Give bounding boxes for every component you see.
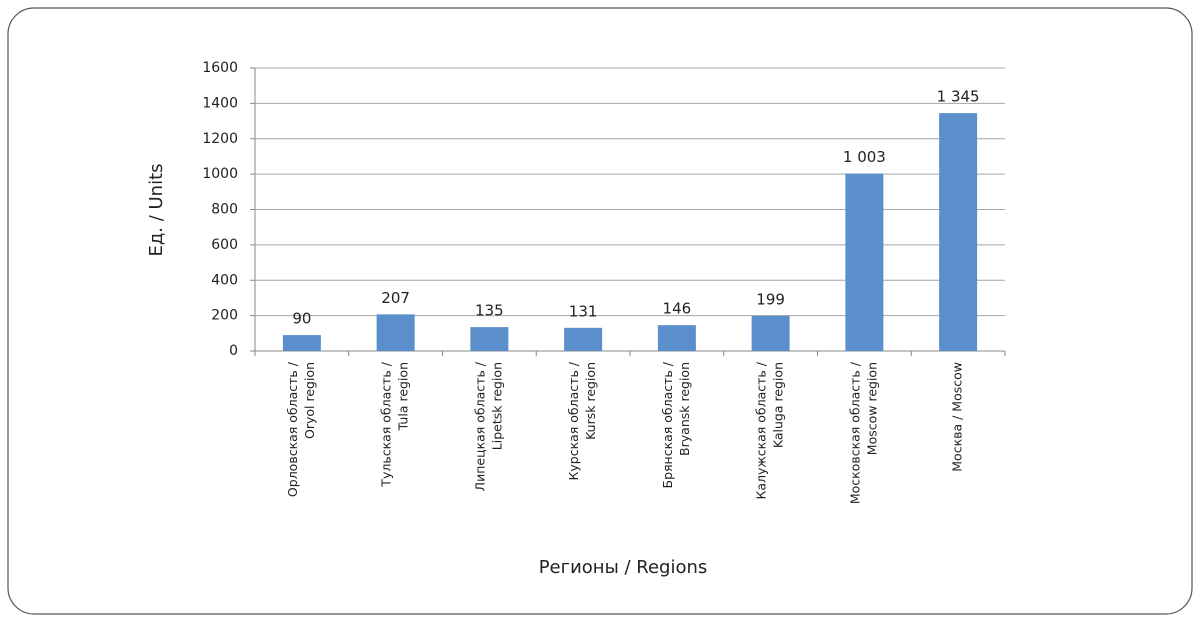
y-tick-label: 1600: [202, 60, 238, 76]
bar: [657, 325, 696, 351]
bar: [282, 335, 321, 351]
x-tick-label: Lipetsk region: [489, 362, 504, 450]
x-tick-label: Москва / Moscow: [950, 362, 965, 472]
bar: [939, 113, 978, 352]
x-tick-label: Kursk region: [583, 362, 598, 440]
x-tick-label: Московская область /: [847, 361, 862, 504]
frame: [7, 7, 1193, 615]
bar: [470, 327, 509, 351]
bar: [564, 327, 603, 351]
x-tick-label: Moscow region: [864, 362, 879, 455]
y-tick-label: 800: [211, 202, 238, 218]
y-tick-label: 1400: [202, 95, 238, 111]
y-axis-title: Ед. / Units: [146, 163, 167, 256]
bar: [845, 173, 884, 351]
value-label: 131: [569, 302, 598, 320]
x-tick-label: Tula region: [396, 362, 411, 431]
bar: [376, 314, 415, 351]
value-label: 1 345: [937, 88, 980, 106]
x-tick-label: Kaluga region: [771, 362, 786, 448]
x-tick-label: Тульская область /: [379, 361, 394, 487]
value-label: 90: [292, 310, 311, 328]
value-label: 1 003: [843, 148, 886, 166]
bar: [751, 315, 790, 351]
y-tick-label: 0: [229, 343, 238, 359]
value-label: 146: [663, 300, 692, 318]
value-label: 207: [381, 289, 410, 307]
x-tick-label: Oryol region: [302, 362, 317, 439]
x-axis-title: Регионы / Regions: [539, 557, 708, 578]
y-tick-label: 1200: [202, 131, 238, 147]
x-tick-label: Брянская область /: [660, 361, 675, 488]
value-label: 199: [756, 290, 785, 308]
x-tick-label: Орловская область /: [285, 361, 300, 497]
x-tick-label: Bryansk region: [677, 362, 692, 456]
x-tick-label: Курская область /: [566, 361, 581, 480]
y-tick-label: 400: [211, 272, 238, 288]
x-tick-label: Калужская область /: [754, 361, 769, 499]
y-tick-label: 1000: [202, 166, 238, 182]
y-tick-label: 200: [211, 308, 238, 324]
x-tick-label: Липецкая область /: [472, 361, 487, 491]
value-label: 135: [475, 302, 504, 320]
y-tick-label: 600: [211, 237, 238, 253]
